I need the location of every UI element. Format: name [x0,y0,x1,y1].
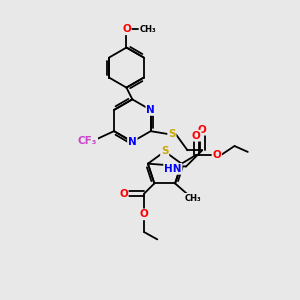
Text: CH₃: CH₃ [139,25,156,34]
Text: HN: HN [164,164,182,174]
Text: O: O [212,150,221,160]
Text: O: O [198,125,207,135]
Text: O: O [122,24,131,34]
Text: O: O [119,189,128,199]
Text: N: N [128,137,137,147]
Text: O: O [192,131,201,141]
Text: S: S [168,129,176,139]
Text: O: O [140,209,148,219]
Text: CH₃: CH₃ [184,194,201,203]
Text: S: S [161,146,169,157]
Text: CF₃: CF₃ [78,136,97,146]
Text: N: N [146,105,155,115]
